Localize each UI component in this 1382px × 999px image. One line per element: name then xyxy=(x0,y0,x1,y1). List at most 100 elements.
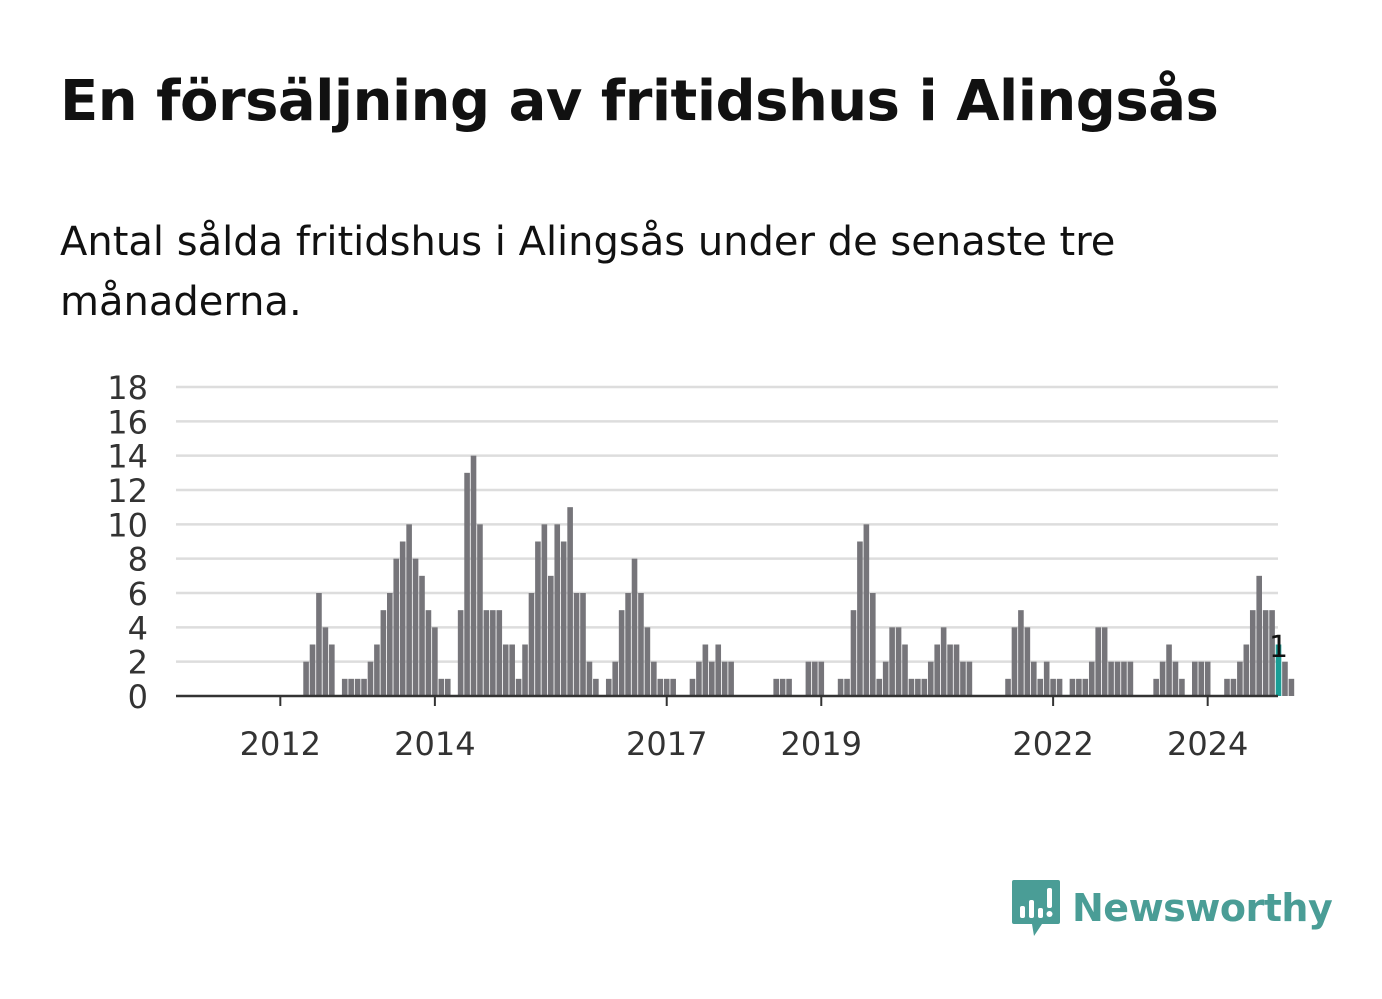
bar xyxy=(663,678,670,696)
bar xyxy=(367,661,374,696)
bar xyxy=(1230,678,1237,696)
bar xyxy=(863,524,870,696)
bar xyxy=(419,575,425,696)
bar xyxy=(786,678,792,696)
bar xyxy=(715,644,722,696)
bar xyxy=(528,593,535,696)
bar xyxy=(812,661,818,696)
bar xyxy=(348,678,354,696)
bar xyxy=(876,678,883,696)
bar xyxy=(399,541,406,696)
bar xyxy=(1024,627,1031,696)
bar xyxy=(586,661,593,696)
bar xyxy=(953,644,960,696)
bar xyxy=(670,678,676,696)
bar xyxy=(837,678,844,696)
bar xyxy=(1088,661,1095,696)
y-tick-label: 12 xyxy=(107,472,148,510)
x-tick-label: 2014 xyxy=(394,725,475,763)
bar xyxy=(1269,610,1275,696)
bar xyxy=(1082,678,1089,696)
y-tick-label: 6 xyxy=(128,575,148,613)
x-tick-label: 2017 xyxy=(626,725,707,763)
bar xyxy=(393,558,400,696)
bar xyxy=(464,472,470,696)
bar xyxy=(438,678,445,696)
y-tick-label: 4 xyxy=(128,609,148,647)
bar xyxy=(779,678,786,696)
bar xyxy=(354,678,361,696)
bar xyxy=(522,644,528,696)
bar xyxy=(309,644,316,696)
bar xyxy=(444,678,451,696)
y-tick-label: 8 xyxy=(128,541,148,579)
y-tick-label: 10 xyxy=(107,506,148,544)
bar xyxy=(380,610,387,696)
bar xyxy=(947,644,953,696)
bar xyxy=(1043,661,1050,696)
bar xyxy=(618,610,625,696)
chart-subtitle: Antal sålda fritidshus i Alingsås under … xyxy=(60,219,1116,325)
bar xyxy=(850,610,857,696)
bar xyxy=(515,678,522,696)
bar xyxy=(721,661,728,696)
bar xyxy=(1179,678,1185,696)
bar xyxy=(940,627,947,696)
bar xyxy=(477,524,483,696)
bar xyxy=(702,644,709,696)
bar xyxy=(857,541,863,696)
bar xyxy=(573,593,580,696)
bar xyxy=(1108,661,1114,696)
bar xyxy=(1282,661,1288,696)
bar xyxy=(631,558,638,696)
bar xyxy=(470,455,477,696)
highlight-bar xyxy=(1275,644,1282,696)
bar xyxy=(554,524,561,696)
bar xyxy=(316,593,322,696)
bar xyxy=(612,661,618,696)
x-axis-labels: 2012 2014 2017 2019 2022 2024 xyxy=(240,725,1249,763)
bar xyxy=(303,661,309,696)
bar xyxy=(1127,661,1134,696)
bar xyxy=(1166,644,1172,696)
x-tick-label: 2022 xyxy=(1012,725,1093,763)
y-tick-label: 14 xyxy=(107,438,148,476)
bar xyxy=(1288,678,1295,696)
bar xyxy=(1224,678,1230,696)
newsworthy-logo-icon xyxy=(1012,880,1060,936)
bar xyxy=(657,678,664,696)
newsworthy-logo: Newsworthy xyxy=(1010,878,1333,938)
bar xyxy=(1114,661,1121,696)
bar xyxy=(709,661,715,696)
bar xyxy=(341,678,348,696)
bar xyxy=(1069,678,1076,696)
y-tick-label: 18 xyxy=(107,369,148,407)
bar xyxy=(490,610,496,696)
bar xyxy=(960,661,966,696)
bar xyxy=(902,644,908,696)
bar xyxy=(1237,661,1243,696)
bar xyxy=(560,541,567,696)
brand-name: Newsworthy xyxy=(1072,886,1333,930)
bar xyxy=(502,644,509,696)
bar xyxy=(921,678,928,696)
bar xyxy=(1076,678,1082,696)
bar xyxy=(844,678,850,696)
x-tick-label: 2012 xyxy=(240,725,321,763)
bar xyxy=(889,627,895,696)
bar xyxy=(689,678,696,696)
bar xyxy=(509,644,515,696)
chart-title: En försäljning av fritidshus i Alingsås xyxy=(60,69,1219,134)
bar xyxy=(882,661,889,696)
bar xyxy=(728,661,734,696)
bar xyxy=(1121,661,1127,696)
bar xyxy=(1011,627,1018,696)
bar xyxy=(818,661,825,696)
bar xyxy=(1198,661,1205,696)
y-tick-label: 16 xyxy=(107,403,148,441)
bar xyxy=(696,661,702,696)
bar xyxy=(496,610,503,696)
bar xyxy=(1192,661,1198,696)
x-axis-ticks xyxy=(279,696,1209,706)
